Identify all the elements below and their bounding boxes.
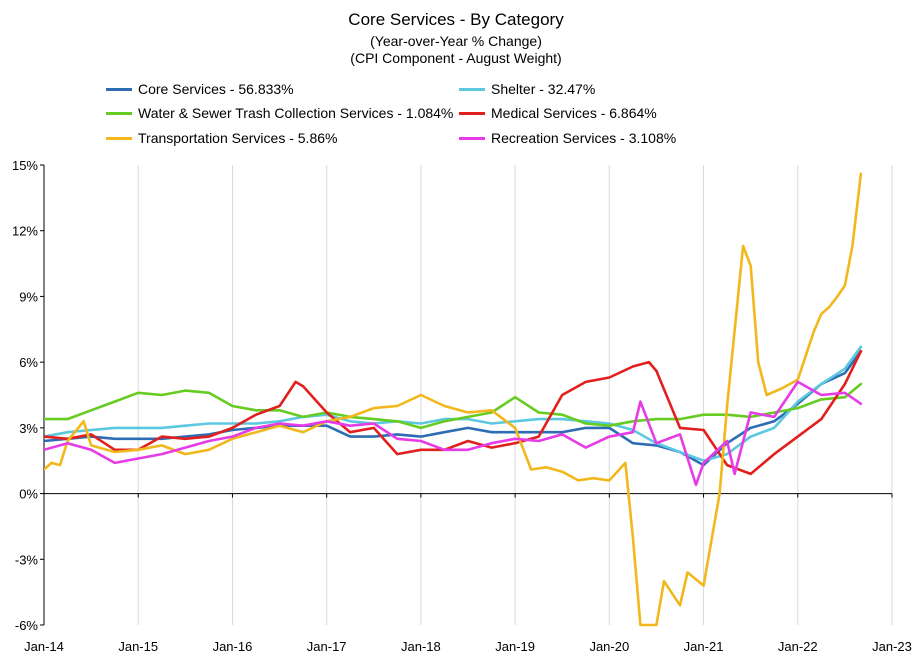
- x-tick-label: Jan-18: [401, 639, 441, 654]
- series-line: [44, 345, 863, 462]
- axes: [40, 164, 893, 626]
- x-tick-label: Jan-20: [589, 639, 629, 654]
- legend-swatch: [459, 87, 485, 91]
- legend-label: Transportation Services - 5.86%: [138, 130, 338, 146]
- gridlines: [137, 165, 893, 625]
- series-line: [44, 380, 863, 487]
- y-tick-label: -6%: [15, 618, 39, 633]
- legend-label: Recreation Services - 3.108%: [491, 130, 677, 146]
- x-tick-label: Jan-23: [872, 639, 912, 654]
- legend-swatch: [459, 136, 485, 140]
- legend-swatch: [106, 111, 132, 115]
- legend-swatch: [106, 136, 132, 140]
- chart-subtitle-2: (CPI Component - August Weight): [350, 50, 562, 66]
- legend-item: Transportation Services - 5.86%: [106, 130, 337, 146]
- legend-label: Core Services - 56.833%: [138, 81, 294, 97]
- legend-label: Shelter - 32.47%: [491, 81, 596, 97]
- y-tick-label: 0%: [19, 487, 38, 502]
- legend-label: Medical Services - 6.864%: [491, 105, 657, 121]
- chart-subtitle: (Year-over-Year % Change): [370, 33, 542, 49]
- y-tick-label: 15%: [12, 158, 38, 173]
- legend-item: Water & Sewer Trash Collection Services …: [106, 105, 453, 121]
- legend-item: Shelter - 32.47%: [459, 81, 595, 97]
- series-line: [44, 172, 863, 627]
- x-tick-label: Jan-19: [495, 639, 535, 654]
- legend-item: Core Services - 56.833%: [106, 81, 294, 97]
- legend-label: Water & Sewer Trash Collection Services …: [138, 105, 454, 121]
- legend-swatch: [459, 111, 485, 115]
- legend-swatch: [106, 87, 132, 91]
- x-tick-label: Jan-15: [118, 639, 158, 654]
- tick-labels: Jan-14 Jan-15 Jan-16 Jan-17 Jan-18 Jan-19 Jan-…: [12, 158, 912, 654]
- x-tick-label: Jan-16: [213, 639, 253, 654]
- x-tick-label: Jan-21: [684, 639, 724, 654]
- legend-item: Recreation Services - 3.108%: [459, 130, 676, 146]
- y-tick-label: 12%: [12, 224, 38, 239]
- series-line: [44, 349, 863, 467]
- x-tick-label: Jan-17: [307, 639, 347, 654]
- y-tick-label: -3%: [15, 552, 39, 567]
- series-line: [44, 382, 863, 430]
- y-tick-label: 6%: [19, 355, 38, 370]
- series-group: [44, 172, 863, 627]
- chart-title: Core Services - By Category: [348, 10, 564, 29]
- y-tick-label: 3%: [19, 421, 38, 436]
- x-tick-label: Jan-22: [778, 639, 818, 654]
- x-tick-label: Jan-14: [24, 639, 64, 654]
- legend-item: Medical Services - 6.864%: [459, 105, 657, 121]
- y-tick-label: 9%: [19, 289, 38, 304]
